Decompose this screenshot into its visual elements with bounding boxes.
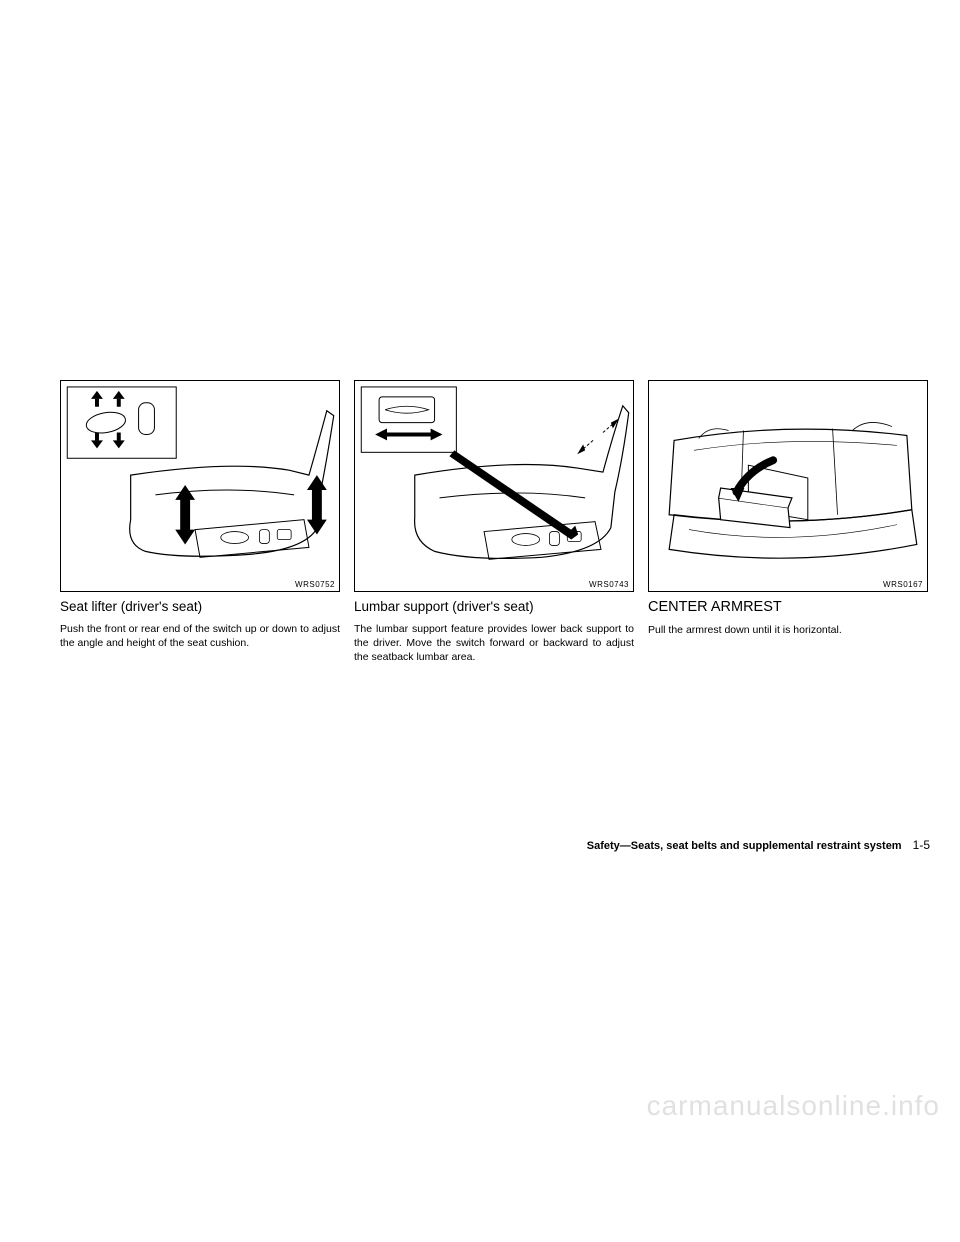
content-columns: WRS0752 Seat lifter (driver's seat) Push…: [60, 380, 930, 664]
footer-section: Safety—Seats, seat belts and supplementa…: [587, 840, 902, 852]
figure-seat-lifter: WRS0752: [60, 380, 340, 592]
heading-seat-lifter: Seat lifter (driver's seat): [60, 598, 340, 616]
figure-code: WRS0743: [589, 580, 629, 589]
figure-code: WRS0752: [295, 580, 335, 589]
watermark: carmanualsonline.info: [647, 1090, 940, 1122]
heading-lumbar: Lumbar support (driver's seat): [354, 598, 634, 616]
figure-armrest: WRS0167: [648, 380, 928, 592]
column-armrest: WRS0167 CENTER ARMREST Pull the armrest …: [648, 380, 928, 664]
heading-armrest: CENTER ARMREST: [648, 598, 928, 617]
column-seat-lifter: WRS0752 Seat lifter (driver's seat) Push…: [60, 380, 340, 664]
figure-lumbar: WRS0743: [354, 380, 634, 592]
column-lumbar: WRS0743 Lumbar support (driver's seat) T…: [354, 380, 634, 664]
footer-page-number: 1-5: [913, 838, 930, 852]
body-lumbar: The lumbar support feature provides lowe…: [354, 622, 634, 665]
figure-code: WRS0167: [883, 580, 923, 589]
page-footer: Safety—Seats, seat belts and supplementa…: [60, 838, 930, 852]
body-armrest: Pull the armrest down until it is horizo…: [648, 623, 928, 637]
body-seat-lifter: Push the front or rear end of the switch…: [60, 622, 340, 650]
